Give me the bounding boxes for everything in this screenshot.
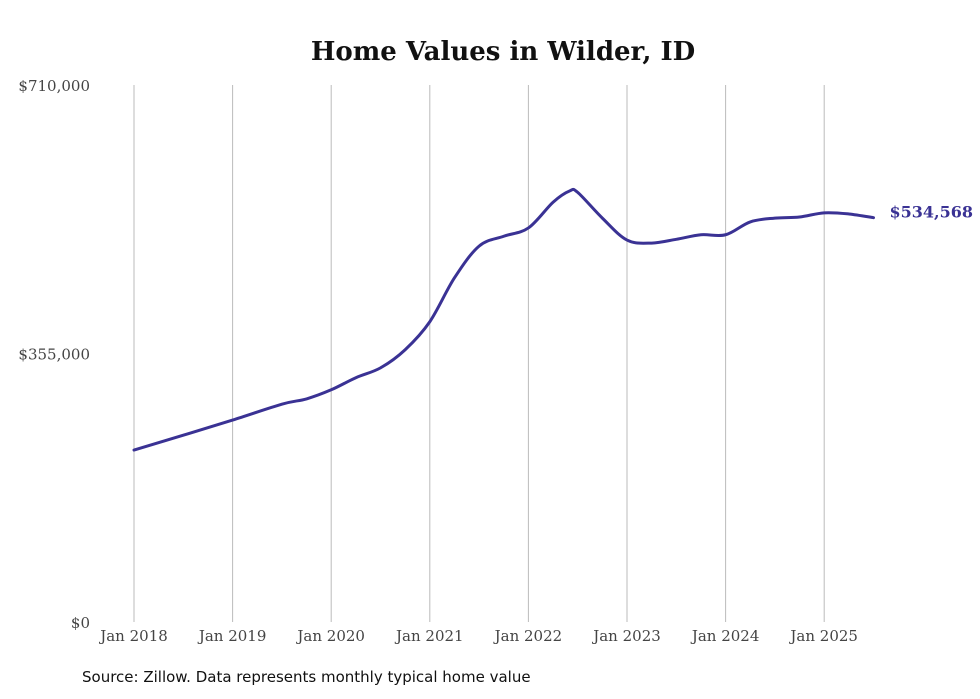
chart-title: Home Values in Wilder, ID: [311, 37, 695, 67]
x-axis: Jan 2018 Jan 2019 Jan 2020 Jan 2021 Jan 2022…: [98, 627, 858, 645]
grid-lines: [133, 85, 825, 622]
x-tick-label: Jan 2019: [197, 627, 267, 645]
x-tick-label: Jan 2021: [394, 627, 464, 645]
series-line: [132, 187, 875, 452]
x-tick-label: Jan 2023: [591, 627, 661, 645]
y-tick-label: $355,000: [18, 346, 90, 364]
x-tick-label: Jan 2018: [98, 627, 168, 645]
source-note: Source: Zillow. Data represents monthly …: [82, 668, 531, 686]
y-axis: $0 $355,000 $710,000: [18, 77, 90, 632]
x-tick-label: Jan 2022: [493, 627, 563, 645]
x-tick-label: Jan 2020: [295, 627, 365, 645]
end-value-label: $534,568: [890, 203, 974, 222]
x-tick-label: Jan 2025: [788, 627, 858, 645]
y-tick-label: $0: [71, 614, 90, 632]
x-tick-label: Jan 2024: [690, 627, 760, 645]
y-tick-label: $710,000: [18, 77, 90, 95]
